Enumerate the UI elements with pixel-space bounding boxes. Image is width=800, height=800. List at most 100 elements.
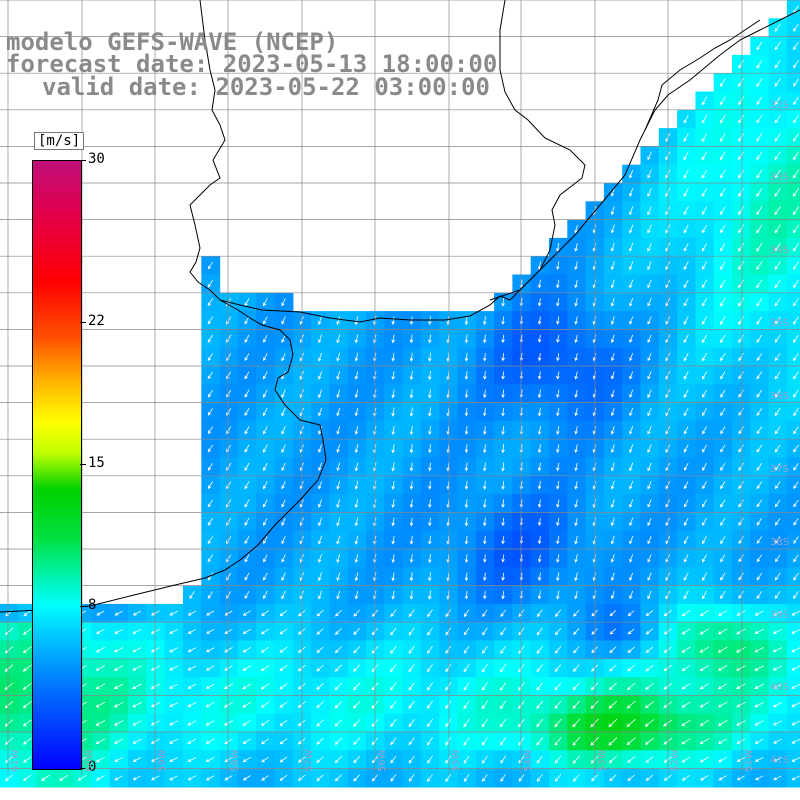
wind-arrow	[207, 462, 213, 471]
wind-speed-cell	[786, 109, 800, 129]
wind-arrow	[793, 334, 799, 343]
wind-speed-cell	[219, 512, 239, 532]
wind-arrow	[720, 78, 726, 87]
wind-speed-cell	[237, 549, 257, 568]
wind-speed-cell	[695, 91, 715, 111]
wind-arrow	[483, 554, 487, 563]
wind-speed-cell	[786, 329, 800, 349]
wind-arrow	[354, 480, 359, 490]
wind-arrow	[683, 536, 689, 545]
wind-arrow	[409, 407, 414, 417]
wind-speed-cell	[677, 201, 696, 221]
wind-speed-cell	[183, 585, 202, 605]
wind-arrow	[793, 316, 799, 325]
wind-arrow	[207, 481, 213, 490]
wind-arrow	[719, 114, 726, 124]
wind-speed-cell	[750, 329, 770, 349]
wind-speed-cell	[713, 549, 733, 568]
wind-arrow	[318, 572, 322, 582]
wind-arrow	[647, 572, 652, 581]
wind-arrow	[720, 536, 726, 545]
wind-arrow	[701, 297, 708, 307]
wind-arrow	[391, 444, 395, 454]
wind-arrow	[336, 462, 341, 472]
wind-arrow	[717, 628, 728, 635]
wind-arrow	[629, 444, 634, 454]
wind-arrow	[720, 352, 726, 362]
wind-arrow	[683, 462, 689, 471]
wind-speed-cell	[622, 603, 642, 623]
wind-speed-cell	[0, 640, 19, 660]
wind-arrow	[738, 188, 745, 197]
wind-arrow	[244, 499, 250, 508]
wind-arrow	[610, 480, 615, 490]
wind-arrow	[463, 627, 470, 636]
wind-speed-cell	[219, 603, 239, 623]
wind-arrow	[501, 444, 505, 454]
wind-arrow	[719, 316, 726, 325]
wind-arrow	[792, 151, 800, 161]
wind-speed-cell	[622, 622, 642, 642]
wind-speed-cell	[713, 567, 733, 587]
wind-speed-cell	[201, 329, 221, 349]
wind-arrow	[464, 334, 469, 344]
wind-arrow	[774, 353, 781, 362]
wind-speed-cell	[695, 183, 715, 202]
wind-arrow	[774, 23, 781, 32]
wind-speed-cell	[695, 164, 715, 184]
wind-speed-cell	[695, 219, 715, 239]
longitude-label: 57W	[304, 749, 315, 772]
wind-arrow	[428, 370, 432, 381]
wind-arrow	[409, 517, 414, 527]
wind-arrow	[702, 407, 707, 417]
wind-speed-cell	[201, 311, 221, 330]
wind-speed-cell	[750, 567, 770, 587]
wind-arrow	[683, 243, 689, 252]
wind-arrow	[281, 517, 286, 526]
wind-speed-cell	[457, 640, 477, 660]
wind-arrow	[463, 609, 470, 618]
wind-arrow	[22, 646, 32, 654]
wind-arrow	[318, 444, 322, 453]
wind-arrow	[409, 554, 414, 563]
wind-arrow	[207, 353, 214, 362]
wind-arrow	[556, 316, 560, 325]
wind-arrow	[409, 425, 414, 436]
wind-speed-cell	[549, 622, 568, 642]
wind-arrow	[207, 371, 214, 380]
wind-arrow	[756, 114, 763, 124]
wind-speed-cell	[201, 512, 221, 532]
wind-speed-cell	[677, 164, 696, 184]
wind-arrow	[281, 444, 286, 453]
wind-speed-cell	[219, 329, 239, 349]
wind-arrow	[501, 353, 505, 362]
wind-speed-cell	[677, 640, 696, 660]
wind-speed-cell	[695, 585, 715, 605]
wind-speed-cell	[768, 475, 788, 495]
wind-speed-cell	[713, 73, 733, 93]
wind-arrow	[720, 371, 726, 380]
wind-speed-cell	[256, 329, 276, 349]
wind-arrow	[281, 590, 286, 600]
wind-arrow	[464, 352, 469, 362]
wind-arrow	[537, 462, 542, 472]
wind-arrow	[793, 96, 799, 106]
wind-arrow	[774, 316, 781, 325]
wind-speed-cell	[201, 549, 221, 568]
latitude-label: 41S	[770, 755, 790, 766]
wind-arrow	[463, 645, 470, 654]
wind-arrow	[738, 242, 745, 252]
wind-speed-cell	[713, 366, 733, 385]
wind-arrow	[464, 462, 469, 472]
wind-arrow	[483, 572, 487, 582]
wind-arrow	[501, 389, 505, 399]
wind-arrow	[556, 389, 560, 399]
wind-arrow	[720, 590, 726, 600]
wind-arrow	[483, 316, 487, 326]
wind-arrow	[610, 517, 615, 527]
wind-arrow	[574, 279, 578, 289]
wind-arrow	[683, 481, 689, 490]
wind-arrow	[574, 334, 578, 344]
wind-arrow	[207, 408, 213, 416]
wind-arrow	[263, 389, 268, 398]
